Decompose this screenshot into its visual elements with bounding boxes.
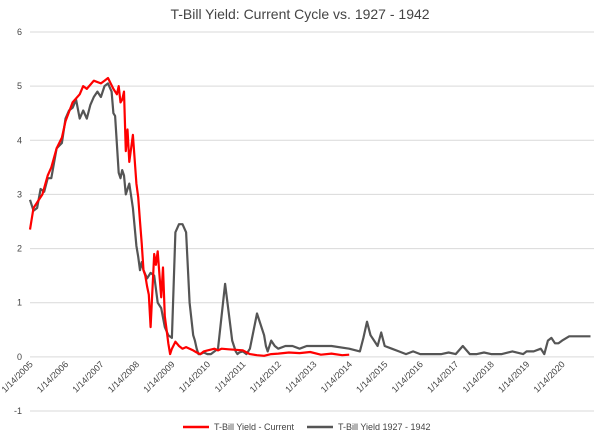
- x-tick-label: 1/14/2008: [106, 359, 141, 394]
- x-tick-label: 1/14/2018: [461, 359, 496, 394]
- x-tick-label: 1/14/2009: [141, 359, 176, 394]
- x-tick-label: 1/14/2020: [532, 359, 567, 394]
- series-line-1927-1942: [28, 82, 591, 356]
- x-tick-label: 1/14/2015: [354, 359, 389, 394]
- legend-label: T-Bill Yield - Current: [214, 422, 295, 432]
- y-tick-label: -1: [14, 406, 22, 416]
- x-tick-label: 1/14/2007: [70, 359, 105, 394]
- x-tick-label: 1/14/2005: [0, 359, 35, 394]
- x-tick-label: 1/14/2013: [283, 359, 318, 394]
- y-tick-label: 5: [17, 81, 22, 91]
- x-tick-label: 1/14/2010: [177, 359, 212, 394]
- x-tick-label: 1/14/2017: [425, 359, 460, 394]
- y-tick-label: 2: [17, 244, 22, 254]
- y-tick-label: 0: [17, 352, 22, 362]
- x-tick-label: 1/14/2006: [35, 359, 70, 394]
- legend-label: T-Bill Yield 1927 - 1942: [338, 422, 431, 432]
- y-tick-label: 1: [17, 298, 22, 308]
- series-line-current: [28, 76, 350, 357]
- x-tick-label: 1/14/2014: [319, 359, 354, 394]
- y-tick-label: 4: [17, 135, 22, 145]
- x-tick-label: 1/14/2012: [248, 359, 283, 394]
- y-tick-label: 6: [17, 27, 22, 37]
- x-tick-label: 1/14/2019: [496, 359, 531, 394]
- y-tick-label: 3: [17, 189, 22, 199]
- x-tick-label: 1/14/2016: [390, 359, 425, 394]
- x-tick-label: 1/14/2011: [213, 359, 248, 394]
- chart-title: T-Bill Yield: Current Cycle vs. 1927 - 1…: [170, 6, 429, 22]
